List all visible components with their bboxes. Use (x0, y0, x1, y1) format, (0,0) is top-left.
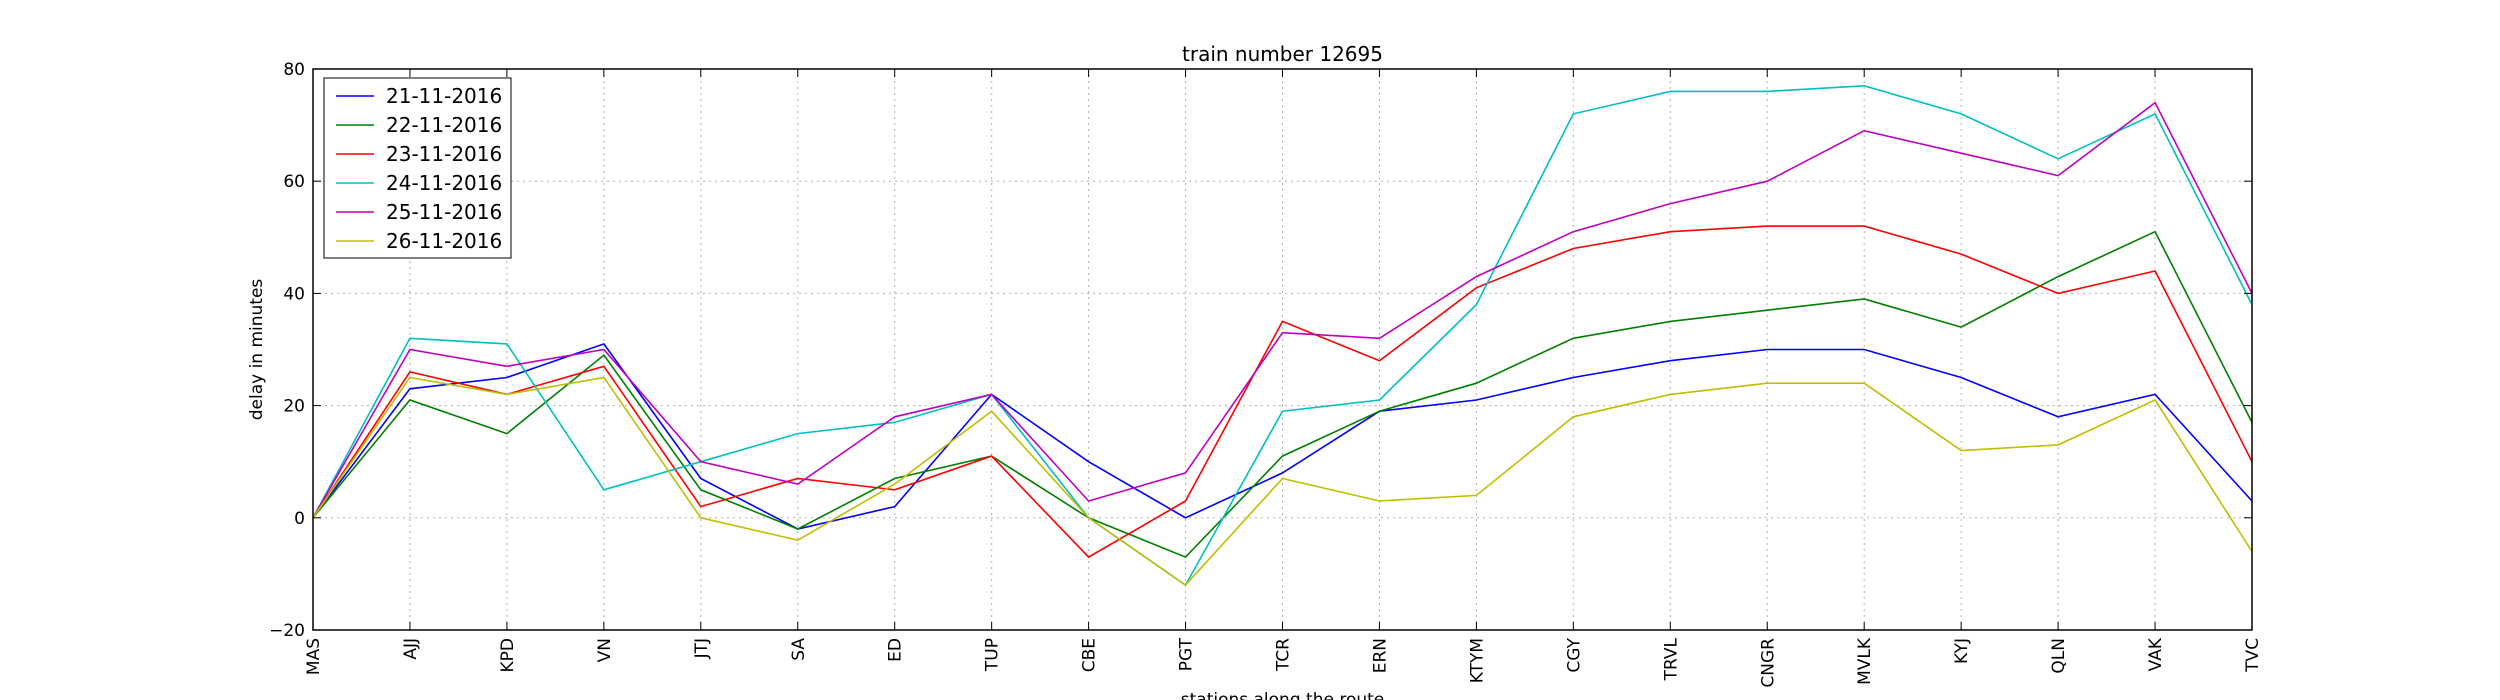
x-tick-label: ED (886, 638, 906, 662)
x-tick-label: SA (789, 638, 809, 661)
x-tick-label: TUP (983, 638, 1003, 672)
x-tick-label: CNGR (1758, 638, 1778, 688)
x-tick-label: PGT (1177, 637, 1197, 671)
legend-label: 24-11-2016 (386, 171, 502, 195)
x-tick-label: VAK (2146, 637, 2166, 671)
x-axis: MAS AJJ KPD VN JTJ SA ED TUP CBE PGT TCR ERN KTYM CGY… (304, 69, 2263, 688)
grid (313, 69, 2252, 630)
y-tick-label: 0 (294, 509, 305, 529)
series-line (312, 225, 2253, 559)
x-tick-label: KPD (498, 638, 518, 673)
x-tick-label: MAS (304, 638, 324, 675)
x-tick-label: MVLK (1855, 637, 1875, 685)
x-tick-label: ERN (1370, 638, 1390, 673)
legend-label: 22-11-2016 (386, 113, 502, 137)
legend-label: 26-11-2016 (386, 229, 502, 253)
x-axis-label: stations along the route (1181, 690, 1385, 700)
y-axis: −20 0 20 40 60 80 (269, 60, 2252, 641)
y-tick-label: −20 (269, 621, 305, 641)
y-tick-label: 20 (283, 397, 305, 417)
series-line (312, 101, 2253, 519)
series-line (312, 342, 2253, 530)
x-tick-label: VN (595, 638, 615, 662)
y-tick-label: 60 (283, 172, 305, 192)
x-tick-label: CGY (1564, 637, 1584, 672)
series-lines (312, 84, 2253, 587)
x-tick-label: AJJ (401, 638, 421, 660)
chart-title: train number 12695 (1182, 42, 1383, 66)
legend-label: 21-11-2016 (386, 84, 502, 108)
y-tick-label: 40 (283, 284, 305, 304)
x-tick-label: KYJ (1952, 638, 1972, 664)
y-axis-label: delay in minutes (247, 279, 267, 421)
series-line (312, 376, 2253, 587)
legend: 21-11-2016 22-11-2016 23-11-2016 24-11-2016… (323, 77, 512, 259)
series-line (312, 84, 2253, 587)
legend-label: 23-11-2016 (386, 142, 502, 166)
series-line (312, 230, 2253, 559)
x-tick-label: JTJ (692, 638, 712, 659)
x-tick-label: KTYM (1467, 638, 1487, 683)
x-tick-label: QLN (2049, 638, 2069, 674)
x-tick-label: CBE (1080, 638, 1100, 672)
legend-label: 25-11-2016 (386, 200, 502, 224)
x-tick-label: TRVL (1661, 637, 1681, 681)
x-tick-label: TCR (1274, 638, 1294, 672)
x-tick-label: TVC (2243, 638, 2263, 673)
y-tick-label: 80 (283, 60, 305, 80)
legend-box (323, 77, 512, 259)
